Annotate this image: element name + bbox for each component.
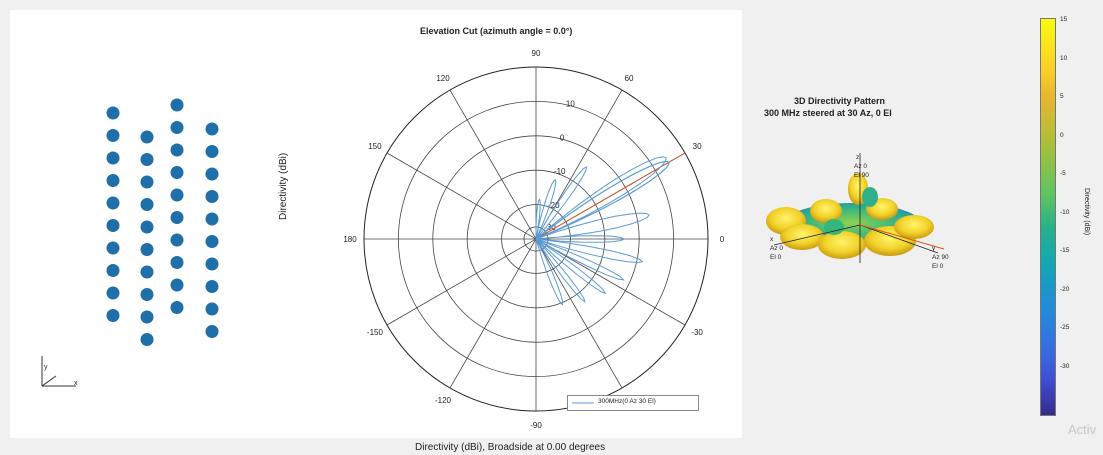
- polar-angle-label: 90: [532, 49, 541, 58]
- pattern3d-label-right-el: El 0: [932, 263, 944, 270]
- polar-legend-label: 300MHz(0 Az 30 El): [598, 398, 656, 405]
- array-element-dot: [205, 325, 219, 338]
- polar-angle-label: 120: [436, 74, 450, 83]
- array-element-dot: [106, 196, 120, 210]
- polar-radial-label: -20: [548, 201, 560, 210]
- array-element-dot: [106, 129, 120, 142]
- polar-angle-label: 180: [343, 235, 357, 244]
- array-element-dot: [106, 106, 120, 120]
- array-element-dot: [205, 190, 219, 203]
- colorbar-tick-label: 0: [1060, 131, 1064, 139]
- array-element-dot: [205, 280, 219, 293]
- array-element-dot: [106, 309, 120, 322]
- axis-triad-x-label: x: [74, 380, 78, 387]
- polar-title: Elevation Cut (azimuth angle = 0.0°): [420, 26, 573, 36]
- array-element-dot: [140, 130, 154, 144]
- main-figure-panel: y x Elevation Cut (azimuth angle = 0.0°)…: [10, 10, 742, 453]
- polar-pattern-trace: [534, 156, 667, 306]
- array-element-dot: [170, 301, 184, 314]
- pattern3d-surface[interactable]: [762, 145, 982, 285]
- array-element-dot: [106, 174, 120, 187]
- array-element-dot: [106, 219, 120, 232]
- array-element-dot: [140, 265, 154, 279]
- pattern3d-label-y: y: [932, 245, 936, 252]
- pattern3d-title-line2: 300 MHz steered at 30 Az, 0 El: [764, 108, 892, 118]
- array-element-dot: [170, 188, 184, 202]
- polar-radial-label: 0: [560, 133, 565, 142]
- pattern3d-title-line1: 3D Directivity Pattern: [794, 96, 886, 106]
- array-element-dot: [205, 122, 219, 136]
- polar-radial-label: -10: [554, 167, 566, 176]
- array-element-dot: [170, 166, 184, 179]
- polar-angle-label: -150: [367, 328, 384, 337]
- colorbar-tick-label: -20: [1060, 285, 1070, 293]
- pattern3d-label-x: x: [770, 236, 774, 243]
- array-element-dot: [140, 175, 154, 189]
- array-element-dot: [140, 243, 154, 256]
- axis-triad-y-label: y: [44, 364, 48, 371]
- pattern3d-label-left-az: Az 0: [770, 245, 784, 252]
- array-element-dot: [205, 302, 219, 316]
- colorbar-tick-label: -30: [1060, 362, 1070, 370]
- array-element-dot: [170, 211, 184, 224]
- pattern3d-label-z: z: [856, 154, 860, 161]
- colorbar-tick-label: 5: [1060, 93, 1064, 100]
- array-element-dot: [170, 121, 184, 134]
- polar-angle-label: 60: [625, 74, 634, 83]
- array-element-dot: [170, 256, 184, 269]
- polar-angle-label: 150: [368, 142, 382, 151]
- array-element-dot: [140, 288, 154, 301]
- colorbar-gradient: [1040, 18, 1056, 416]
- array-element-dot: [140, 153, 154, 166]
- watermark-text: Activ: [1068, 422, 1097, 437]
- pattern3d-panel: 3D Directivity Pattern 300 MHz steered a…: [742, 10, 1080, 438]
- colorbar[interactable]: 15 10 5 0 -5 -10 -15 -20 -25 -30 Directivity (dBi…: [1040, 16, 1100, 438]
- colorbar-tick-label: -10: [1060, 208, 1070, 216]
- array-element-dot: [106, 264, 120, 277]
- array-element-dot: [205, 257, 219, 271]
- polar-angle-label: 0: [720, 235, 725, 244]
- polar-angle-label: -30: [691, 328, 703, 337]
- polar-main-beam: [537, 160, 670, 239]
- polar-angle-label: -120: [435, 396, 452, 405]
- array-element-dot: [140, 310, 154, 324]
- array-element-dot: [170, 143, 184, 157]
- array-layout-plot: [106, 98, 219, 346]
- array-element-dot: [170, 98, 184, 112]
- polar-angle-label: -90: [530, 421, 542, 430]
- array-element-dot: [106, 286, 120, 300]
- polar-radial-label: 10: [566, 99, 575, 108]
- pattern3d-label-top-el: El 90: [854, 172, 869, 179]
- colorbar-label: Directivity (dBi): [1083, 188, 1090, 236]
- array-element-dot: [205, 145, 219, 158]
- array-element-dot: [140, 220, 154, 234]
- axis-triad-icon: [41, 356, 76, 387]
- pattern3d-label-right-az: Az 90: [932, 254, 949, 261]
- array-element-dot: [205, 167, 219, 181]
- polar-angle-label: 30: [693, 142, 702, 151]
- colorbar-tick-label: -15: [1060, 247, 1070, 254]
- array-element-dot: [170, 233, 184, 247]
- colorbar-tick-label: 15: [1060, 16, 1068, 23]
- polar-ylabel: Directivity (dBi): [278, 152, 289, 220]
- colorbar-tick-label: -25: [1060, 324, 1070, 331]
- pattern3d-label-left-el: El 0: [770, 254, 782, 261]
- polar-plot: 9060300-30-60-90-120-150180150120100-10-…: [343, 49, 725, 430]
- pattern3d-label-top-az: Az 0: [854, 163, 868, 170]
- array-element-dot: [205, 212, 219, 226]
- array-element-dot: [106, 241, 120, 255]
- polar-legend[interactable]: 300MHz(0 Az 30 El): [567, 395, 699, 411]
- array-element-dot: [140, 198, 154, 211]
- polar-xlabel: Directivity (dBi), Broadside at 0.00 deg…: [415, 442, 606, 453]
- colorbar-tick-label: -5: [1060, 170, 1066, 177]
- array-element-dot: [106, 151, 120, 165]
- array-element-dot: [205, 235, 219, 248]
- array-element-dot: [170, 278, 184, 292]
- array-element-dot: [140, 333, 154, 346]
- colorbar-tick-label: 10: [1060, 54, 1068, 62]
